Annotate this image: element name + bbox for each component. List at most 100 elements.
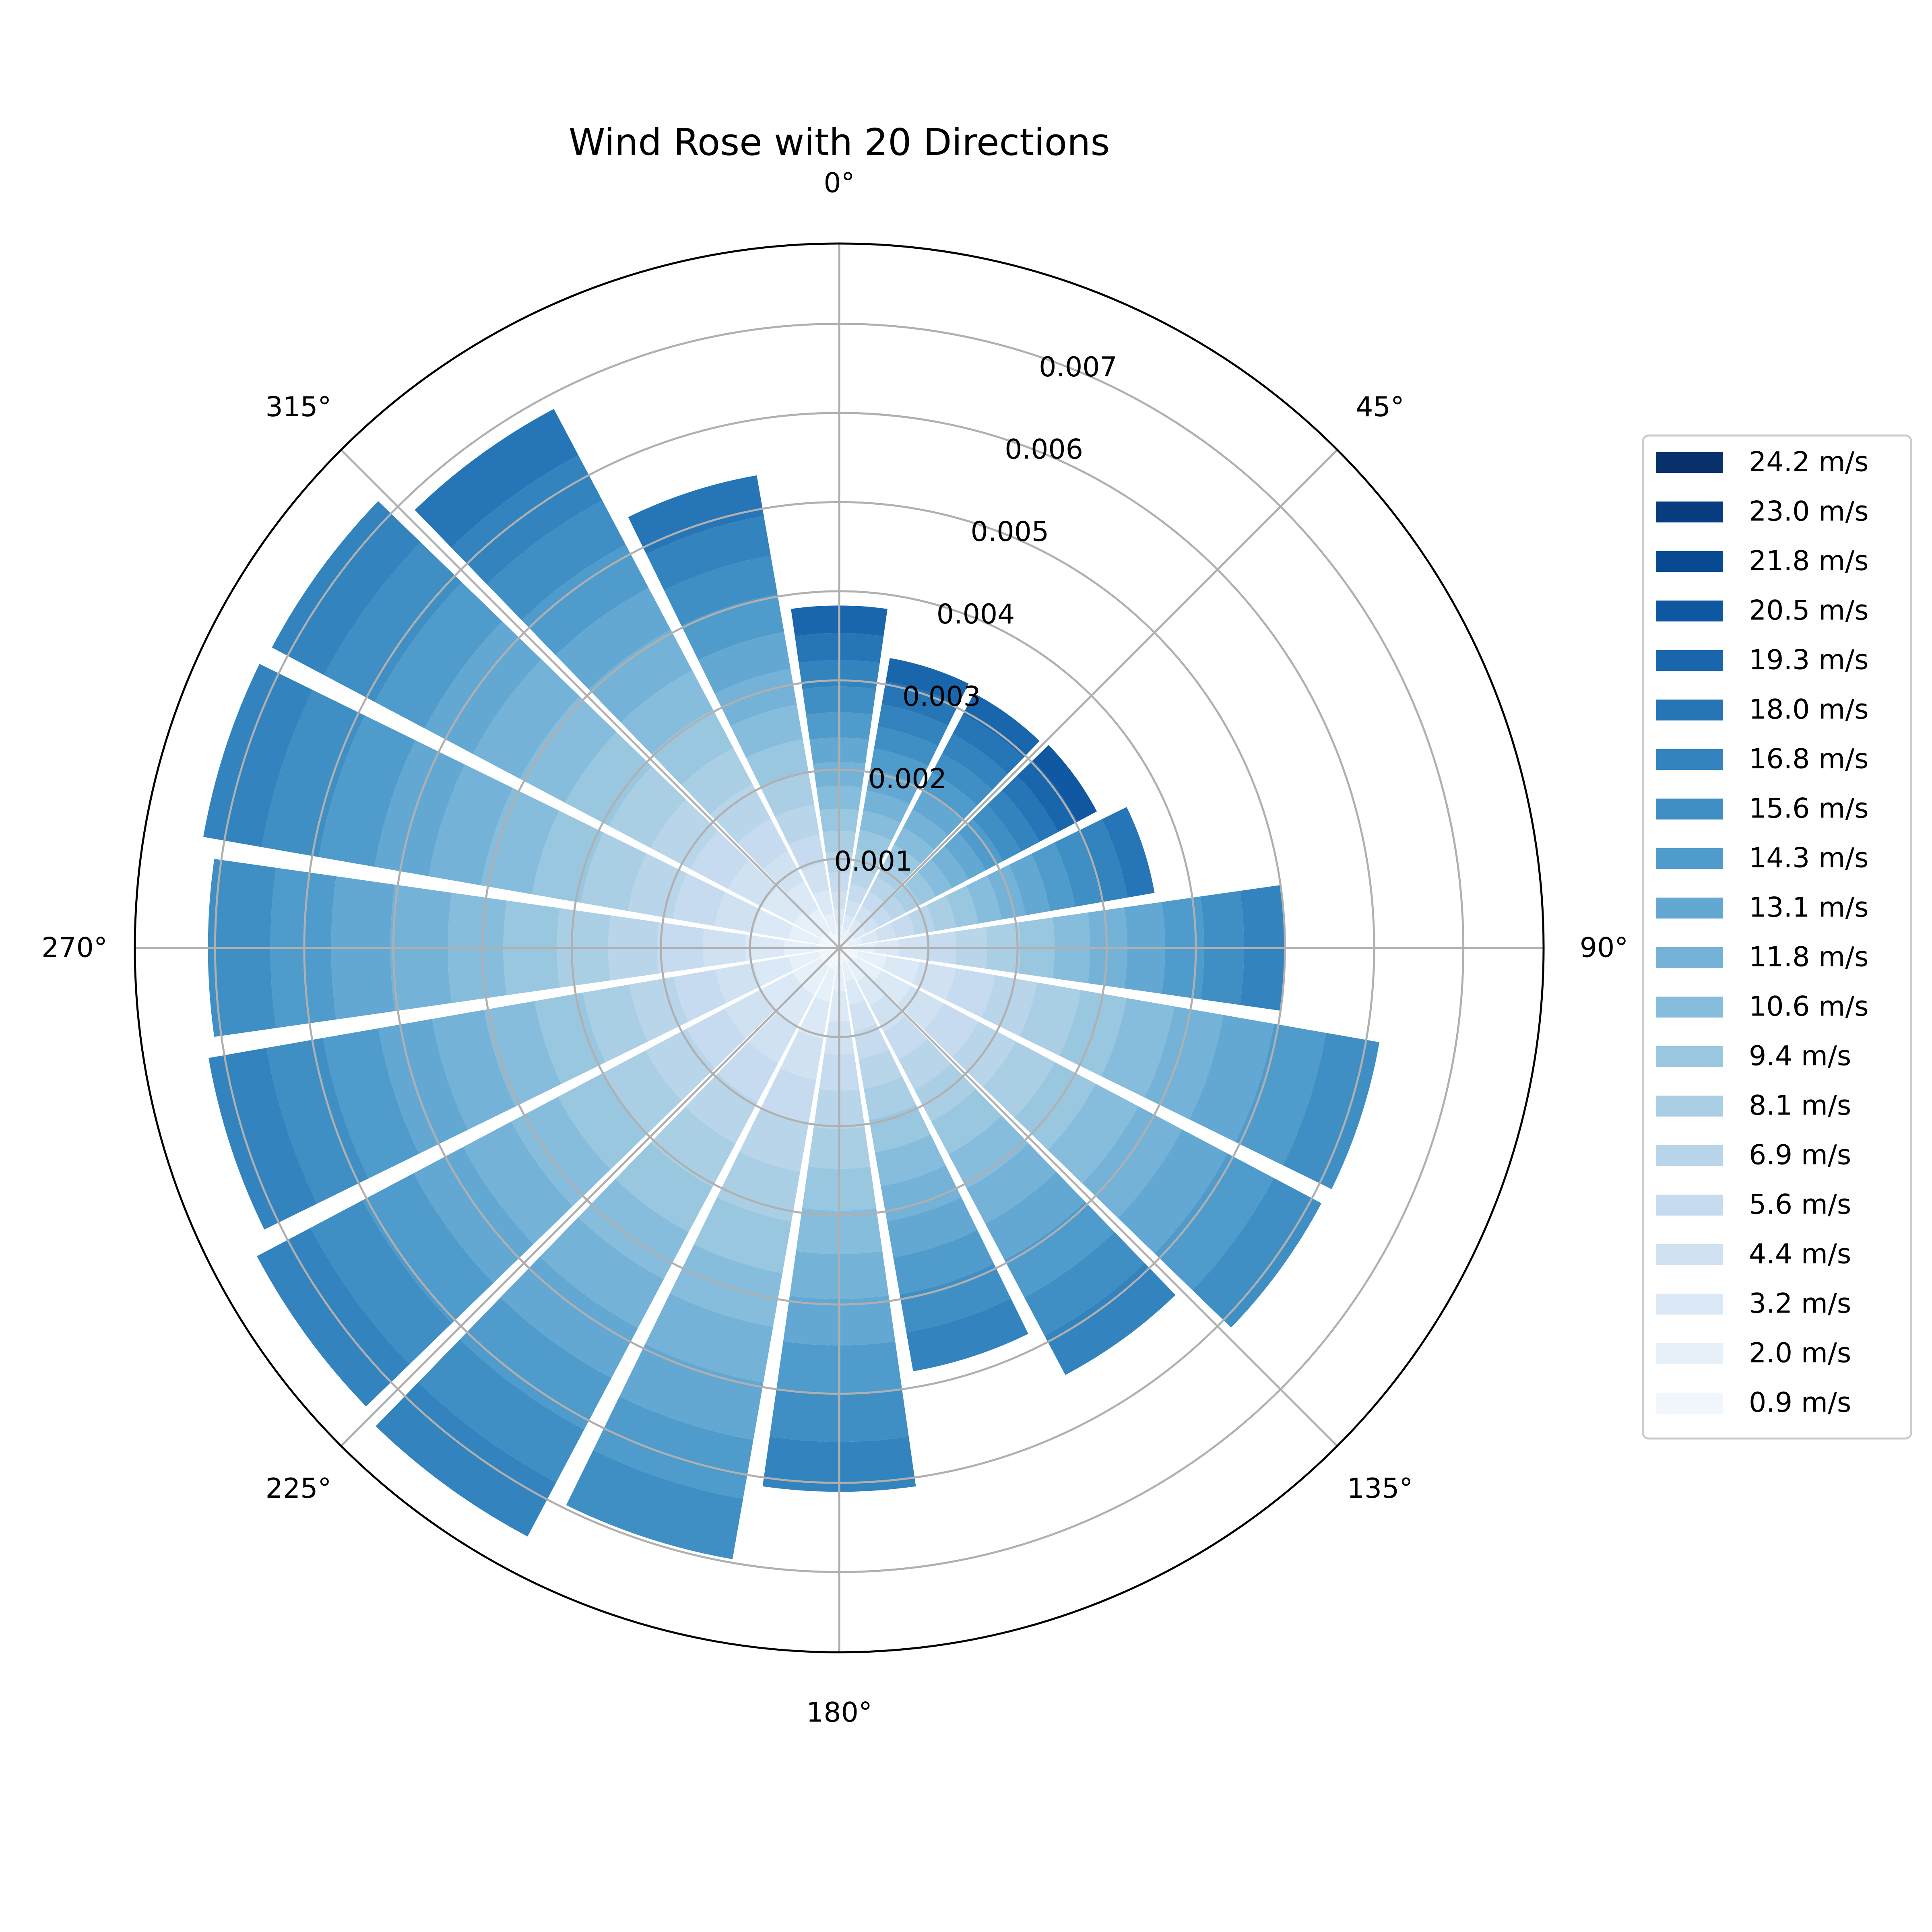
bar-segment: [565, 732, 652, 826]
bar-segment: [864, 1076, 916, 1120]
bar-segment: [1101, 998, 1174, 1098]
bar-segment: [881, 681, 958, 726]
legend-swatch: [1656, 947, 1723, 968]
legend: 24.2 m/s 23.0 m/s 21.8 m/s 20.5 m/s 19.3 m/s…: [1642, 434, 1912, 1440]
bar-segment: [981, 975, 1037, 1036]
bar-segment: [871, 906, 892, 927]
bar-segment: [849, 1000, 877, 1031]
legend-entry: 0.9 m/s: [1656, 1387, 1851, 1419]
radial-tick-label: 0.002: [868, 763, 947, 795]
bar-segment: [815, 968, 836, 1002]
bar-segment: [944, 832, 986, 879]
bar-segment: [869, 877, 896, 902]
legend-label: 23.0 m/s: [1749, 496, 1869, 528]
legend-label: 9.4 m/s: [1749, 1040, 1851, 1072]
bar-segment: [374, 740, 465, 876]
legend-entry: 19.3 m/s: [1656, 644, 1869, 676]
legend-swatch: [1656, 650, 1723, 671]
bar-segment: [906, 1298, 1028, 1371]
legend-label: 21.8 m/s: [1749, 545, 1869, 577]
bar-segment: [1024, 1232, 1145, 1336]
labels-layer: 0° 45° 90° 135° 180° 225° 270° 315° 0.001 0.002 0.…: [41, 167, 1628, 1729]
bar-segment: [520, 696, 617, 803]
bar-segment: [690, 830, 749, 889]
legend-swatch: [1656, 1244, 1723, 1265]
legend-label: 19.3 m/s: [1749, 644, 1869, 676]
bar-segment: [558, 1073, 647, 1170]
bar-segment: [1082, 1106, 1182, 1218]
legend-swatch: [1656, 1145, 1723, 1166]
bar-segment: [801, 863, 829, 895]
legend-swatch: [1656, 848, 1723, 869]
bar-segment: [776, 986, 815, 1028]
bar-segment: [857, 951, 887, 969]
bar-segment: [428, 764, 513, 886]
bar-segment: [840, 928, 848, 941]
bar-segment: [619, 1344, 764, 1440]
legend-label: 4.4 m/s: [1749, 1238, 1851, 1270]
bar-segment: [842, 915, 854, 931]
bar-segment: [463, 1121, 573, 1244]
bar-segment: [1189, 1015, 1274, 1142]
direction-bar-72: [839, 807, 1155, 948]
bar-segment: [1283, 1033, 1380, 1189]
bar-segment: [847, 884, 868, 904]
angular-gridline: [838, 449, 1338, 949]
bar-segment: [922, 772, 977, 821]
bar-segment: [1004, 1201, 1115, 1298]
bar-segment: [728, 860, 777, 908]
bar-segment: [674, 969, 727, 1022]
legend-entry: 20.5 m/s: [1656, 595, 1869, 627]
bar-segment: [681, 747, 753, 815]
bar-segment: [861, 892, 883, 914]
bar-segment: [854, 906, 873, 925]
radial-tick-label: 0.003: [902, 681, 981, 713]
legend-label: 16.8 m/s: [1749, 743, 1869, 775]
direction-bar-234: [257, 948, 839, 1407]
bar-segment: [1154, 1153, 1274, 1290]
legend-label: 8.1 m/s: [1749, 1090, 1851, 1122]
bar-segment: [833, 934, 839, 948]
bar-segment: [850, 867, 875, 890]
bar-segment: [972, 805, 1021, 861]
bar-segment: [645, 1293, 773, 1383]
bar-segment: [844, 935, 855, 945]
bar-segment: [1144, 1006, 1224, 1120]
legend-entry: 8.1 m/s: [1656, 1090, 1851, 1122]
legend-label: 3.2 m/s: [1749, 1288, 1851, 1320]
bar-segment: [788, 925, 821, 945]
bar-segment: [588, 630, 693, 722]
bar-segment: [1009, 854, 1050, 916]
bar-segment: [818, 939, 839, 948]
bar-segment: [882, 956, 920, 984]
bar-segment: [839, 948, 846, 962]
bar-segment: [793, 958, 824, 985]
bar-segment: [1002, 775, 1059, 842]
bar-segment: [500, 1257, 638, 1378]
bar-segment: [983, 1041, 1055, 1118]
bar-segment: [737, 818, 788, 869]
bar-segment: [748, 1012, 797, 1063]
bar-segment: [413, 1147, 534, 1283]
legend-entry: 21.8 m/s: [1656, 545, 1869, 577]
bar-segment: [948, 1115, 1029, 1189]
bar-segment: [376, 1382, 556, 1537]
legend-swatch: [1656, 1343, 1723, 1364]
bar-segment: [912, 962, 956, 1000]
legend-entry: 16.8 m/s: [1656, 743, 1869, 775]
bar-segment: [415, 409, 578, 548]
direction-bar-54: [839, 745, 1097, 948]
bar-segment: [853, 957, 882, 981]
bar-segment: [578, 1179, 689, 1280]
legend-entry: 15.6 m/s: [1656, 793, 1869, 825]
bar-segment: [932, 753, 993, 806]
bar-segment: [583, 984, 648, 1063]
bar-segment: [698, 632, 791, 694]
legend-label: 24.2 m/s: [1749, 446, 1869, 478]
bar-segment: [869, 1104, 931, 1153]
bar-segment: [1054, 831, 1101, 907]
bar-segment: [843, 931, 853, 943]
bar-segment: [1077, 819, 1128, 902]
bar-segment: [731, 704, 803, 758]
legend-entry: 11.8 m/s: [1656, 941, 1869, 973]
